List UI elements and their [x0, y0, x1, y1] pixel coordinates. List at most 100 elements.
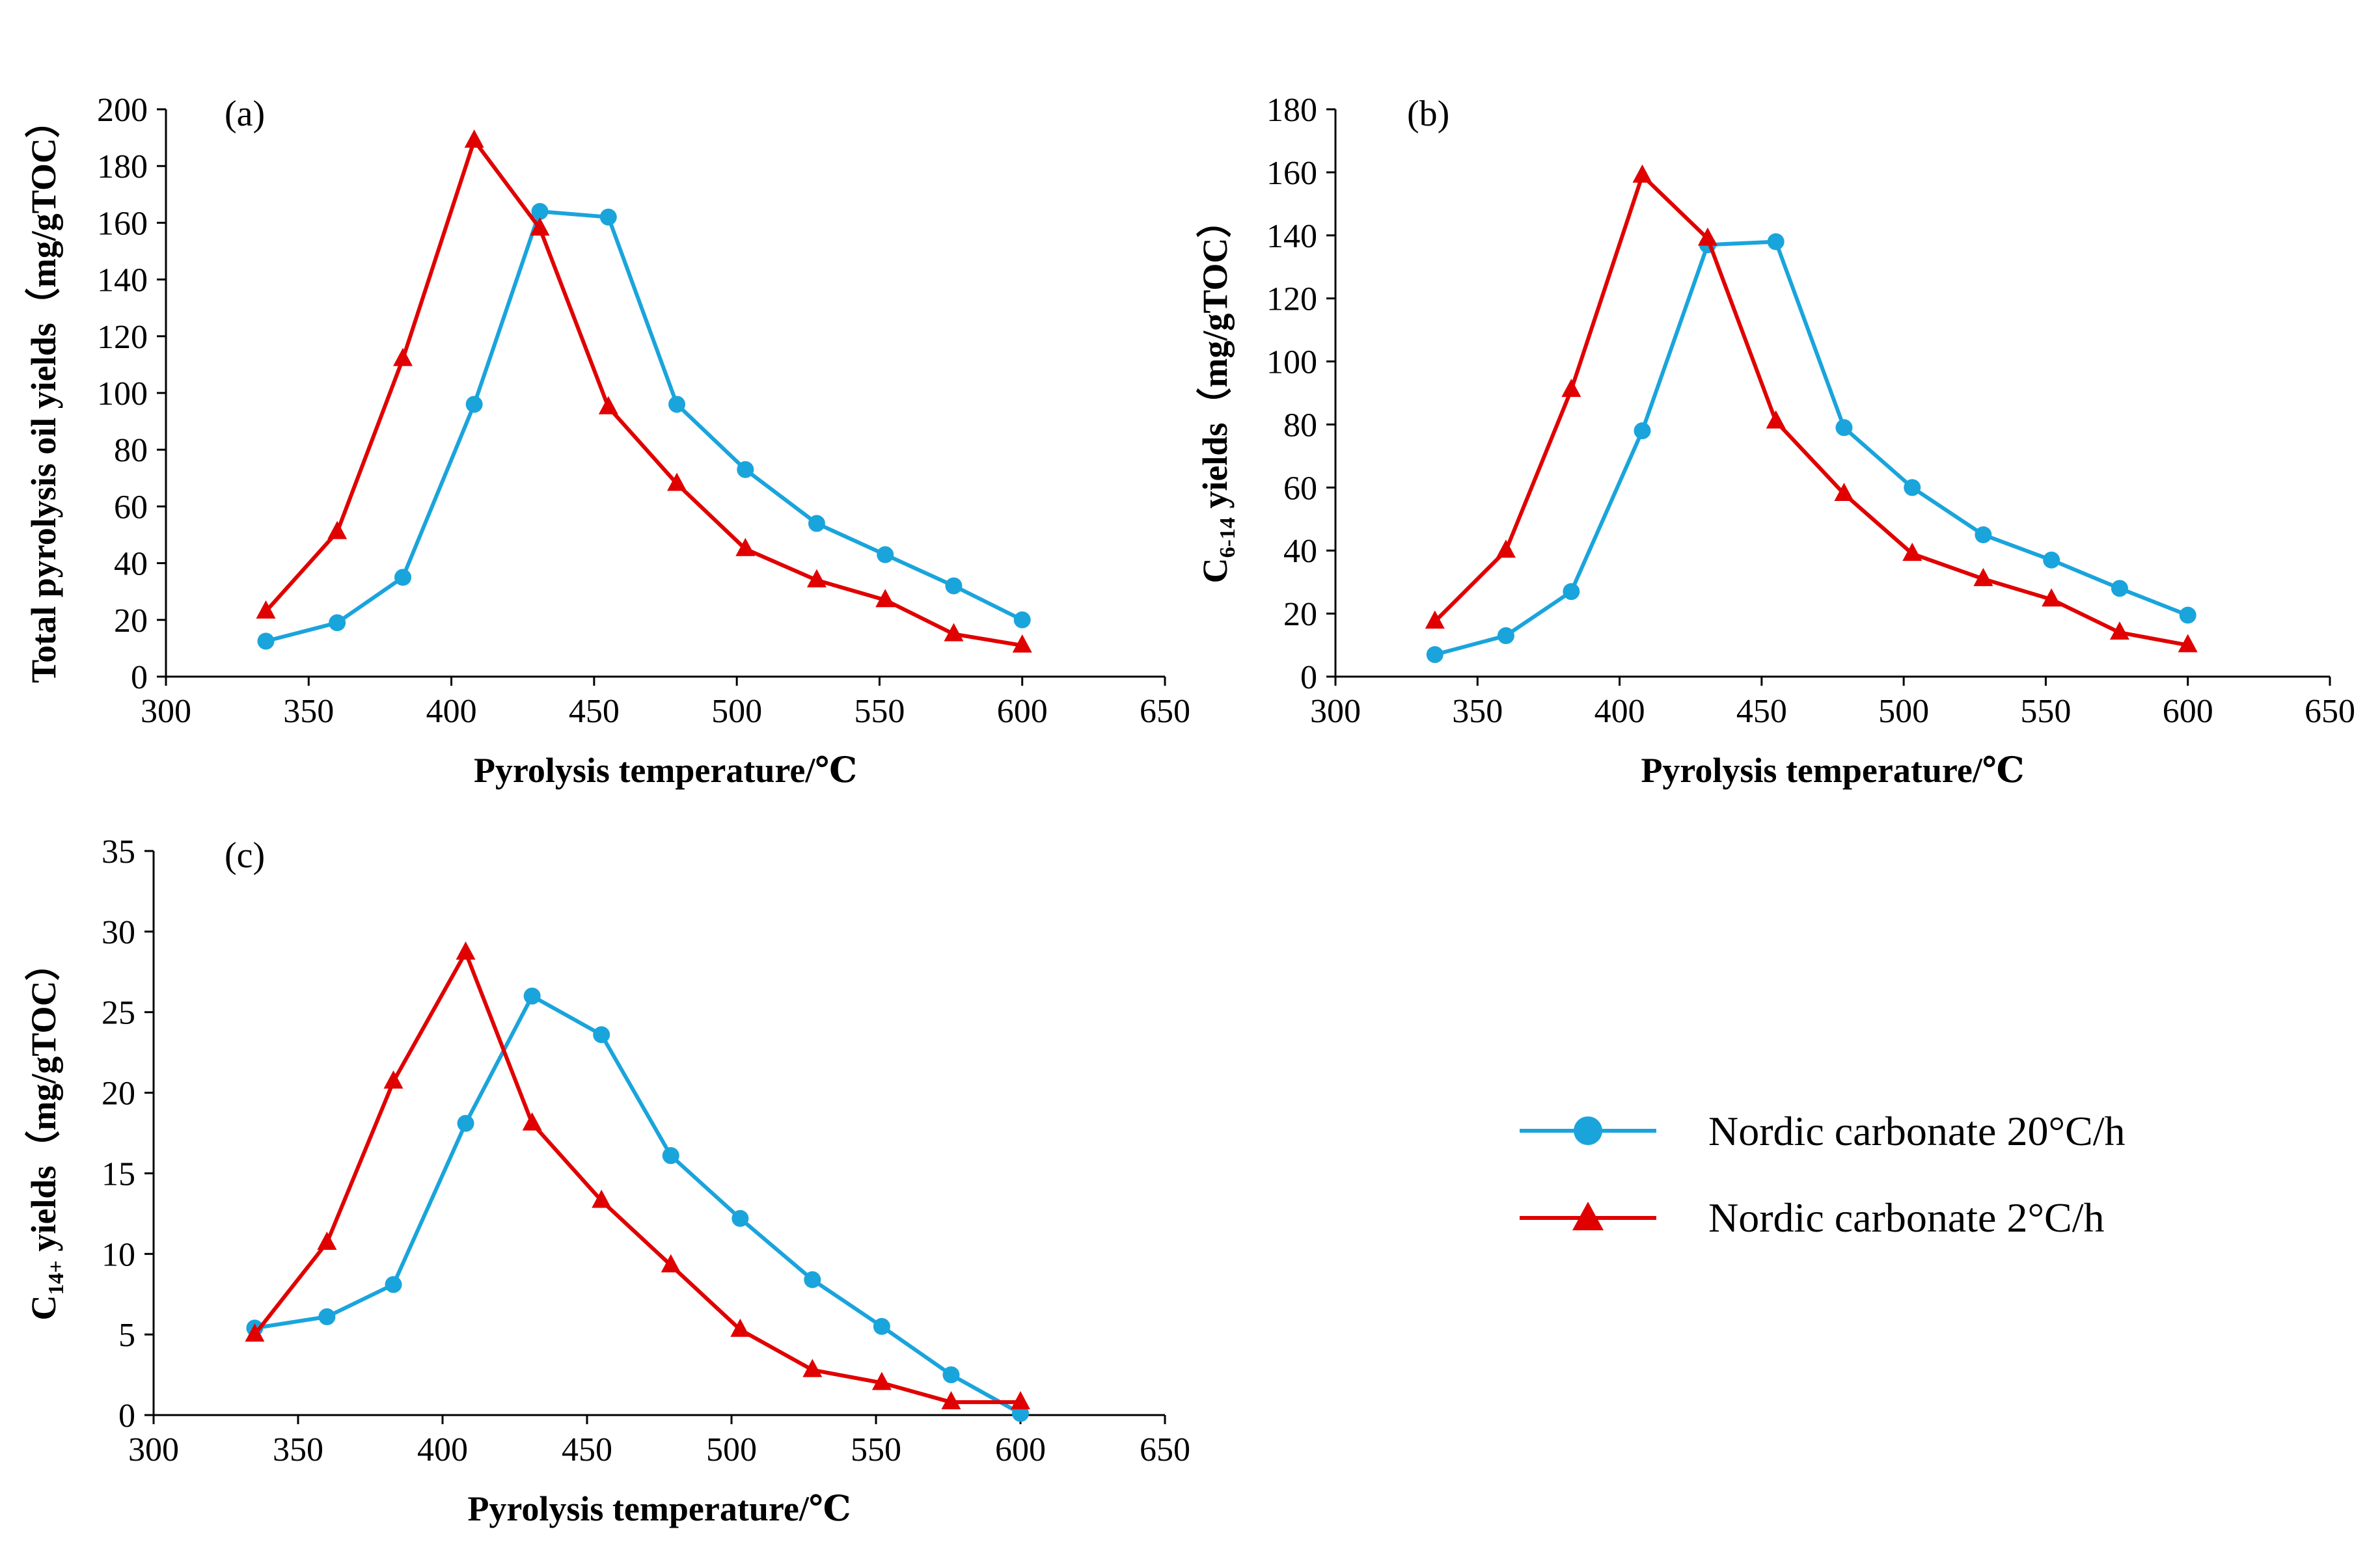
- panel-tag-a: (a): [225, 94, 265, 134]
- y-tick-label: 40: [114, 546, 148, 583]
- data-point-circle: [737, 461, 754, 478]
- y-label-prefix: C: [24, 1295, 63, 1320]
- data-point-circle: [1835, 419, 1853, 437]
- y-axis-label-a: Total pyrolysis oil yields（mg/gTOC）: [24, 103, 63, 683]
- data-point-circle: [1975, 526, 1992, 543]
- x-tick-label: 300: [141, 693, 191, 730]
- data-point-circle: [257, 632, 275, 650]
- data-point-triangle: [1766, 410, 1786, 429]
- x-tick-label: 400: [426, 693, 477, 730]
- data-point-triangle: [944, 623, 964, 641]
- x-tick-label: 500: [1878, 693, 1929, 730]
- x-axis-label-b: Pyrolysis temperature/℃: [1641, 751, 2024, 790]
- y-tick-label: 35: [102, 833, 135, 871]
- data-point-triangle: [802, 1358, 823, 1377]
- series-line-20-b: [1434, 239, 2189, 656]
- y-tick-label: 160: [1266, 155, 1317, 192]
- data-point-triangle: [875, 589, 896, 608]
- y-tick-label: 30: [102, 914, 135, 951]
- y-tick-label: 25: [102, 995, 135, 1032]
- y-tick-label: 80: [114, 432, 148, 469]
- series-line-2-a: [264, 138, 1023, 647]
- x-tick-label: 450: [569, 693, 620, 730]
- y-label-subscript: 14+: [44, 1260, 68, 1295]
- data-point-triangle: [1012, 634, 1032, 653]
- y-tick-label: 0: [131, 659, 148, 696]
- data-point-triangle: [1425, 610, 1445, 629]
- y-tick-label: 120: [97, 319, 148, 356]
- data-point-circle: [1426, 646, 1443, 664]
- data-point-triangle: [317, 1231, 337, 1250]
- data-point-triangle: [1902, 543, 1922, 561]
- data-point-triangle: [383, 1070, 404, 1089]
- data-point-circle: [329, 614, 346, 632]
- chart-panel-b: 300 350 400 450 500 550 600 650 0 20 40 60 80 100 120 1…: [1196, 92, 2355, 790]
- data-point-triangle: [327, 520, 348, 539]
- data-point-triangle: [256, 600, 276, 619]
- data-point-circle: [1634, 422, 1651, 440]
- data-point-triangle: [2109, 621, 2129, 640]
- data-point-triangle: [1496, 539, 1516, 558]
- data-point-circle: [2043, 551, 2060, 569]
- data-point-circle: [599, 208, 617, 226]
- y-label-suffix: yields（mg/gTOC）: [24, 946, 63, 1261]
- data-point-circle: [1904, 479, 1921, 496]
- x-tick-label: 400: [1594, 693, 1645, 730]
- data-point-triangle: [522, 1112, 542, 1131]
- y-tick-label: 100: [1266, 344, 1317, 381]
- y-tick-label: 160: [97, 205, 148, 242]
- y-tick-label: 140: [97, 262, 148, 299]
- y-tick-label: 10: [102, 1236, 135, 1273]
- y-tick-label: 20: [102, 1075, 135, 1113]
- data-point-triangle: [941, 1391, 961, 1410]
- data-point-triangle: [598, 396, 618, 414]
- y-tick-label: 20: [1283, 596, 1317, 633]
- y-axis-label-c: C14+ yields（mg/gTOC）: [24, 946, 68, 1321]
- data-point-triangle: [1011, 1391, 1030, 1410]
- y-axis-label-b: C6-14 yields（mg/gTOC）: [1196, 203, 1240, 584]
- x-tick-label: 650: [1140, 1431, 1190, 1468]
- legend-circle-marker-icon: [1574, 1116, 1602, 1145]
- data-point-circle: [942, 1366, 960, 1384]
- series-line-20-c: [254, 993, 1022, 1416]
- data-point-triangle: [2178, 634, 2198, 653]
- data-point-triangle: [1973, 567, 1993, 586]
- x-axis-label-a: Pyrolysis temperature/℃: [474, 751, 857, 790]
- y-tick-label: 180: [97, 148, 148, 185]
- panel-tag-c: (c): [225, 835, 265, 876]
- data-point-circle: [804, 1271, 821, 1288]
- x-tick-label: 350: [283, 693, 334, 730]
- data-point-triangle: [592, 1189, 612, 1208]
- x-axis-label-c: Pyrolysis temperature/℃: [467, 1489, 851, 1528]
- data-point-circle: [394, 569, 412, 586]
- data-point-circle: [457, 1114, 474, 1132]
- x-tick-label: 650: [1140, 693, 1190, 730]
- x-tick-label: 350: [273, 1431, 323, 1468]
- y-tick-label: 200: [97, 92, 148, 129]
- data-point-circle: [531, 202, 549, 220]
- x-tick-label: 400: [417, 1431, 468, 1468]
- y-label-subscript: 6-14: [1216, 517, 1240, 558]
- y-tick-label: 5: [118, 1317, 135, 1354]
- series-line-2-c: [253, 951, 1020, 1405]
- y-tick-label: 140: [1266, 218, 1317, 255]
- y-tick-label: 180: [1266, 92, 1317, 129]
- y-tick-label: 60: [114, 489, 148, 526]
- y-tick-label: 0: [118, 1398, 135, 1435]
- data-point-triangle: [806, 569, 827, 587]
- legend-triangle-marker-icon: [1572, 1202, 1604, 1230]
- data-point-circle: [732, 1209, 749, 1227]
- x-tick-label: 300: [128, 1431, 179, 1468]
- data-point-circle: [1563, 583, 1580, 601]
- data-point-triangle: [1632, 164, 1652, 183]
- x-tick-label: 450: [1736, 693, 1787, 730]
- data-point-circle: [593, 1026, 610, 1044]
- series-line-2-b: [1433, 173, 2189, 647]
- data-point-triangle: [661, 1254, 681, 1273]
- data-point-circle: [945, 577, 963, 595]
- x-tick-label: 500: [711, 693, 762, 730]
- data-point-circle: [877, 546, 894, 563]
- data-point-circle: [318, 1308, 336, 1325]
- panel-tag-b: (b): [1407, 94, 1449, 134]
